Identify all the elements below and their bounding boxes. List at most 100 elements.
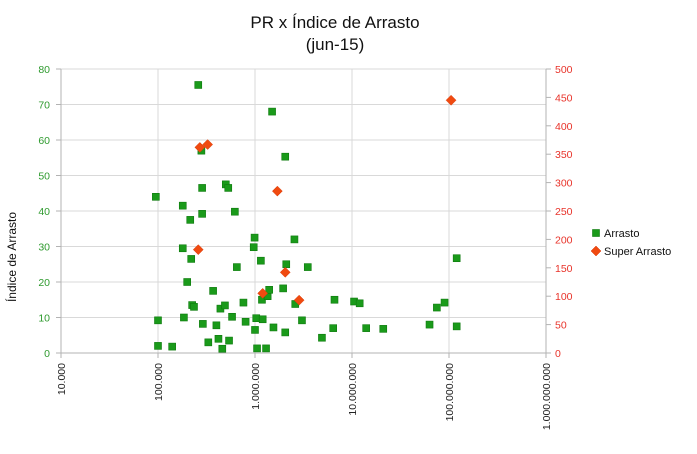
arrasto-point (187, 255, 196, 263)
super-arrasto-point (257, 288, 269, 299)
legend: Arrasto Super Arrasto (590, 228, 671, 258)
arrasto-point (279, 284, 287, 293)
y-right-tick-label: 250 (555, 206, 573, 218)
y-right-tick-label: 0 (555, 348, 561, 360)
arrasto-point (440, 298, 449, 307)
arrasto-point (452, 322, 461, 331)
super-arrasto-point (192, 244, 204, 255)
y-left-tick-label: 60 (38, 135, 50, 147)
arrasto-point (241, 317, 250, 326)
chart-subtitle: (jun-15) (306, 35, 365, 54)
arrasto-point (433, 303, 441, 312)
arrasto-point (268, 107, 276, 116)
y-right-tick-label: 100 (555, 291, 573, 303)
arrasto-point (180, 313, 188, 322)
arrasto-point (218, 344, 227, 353)
x-tick-label: 1.000.000.000 (541, 363, 553, 430)
arrasto-point (204, 338, 213, 347)
arrasto-point (303, 263, 312, 271)
arrasto-point (224, 184, 233, 192)
x-tick-label: 100.000.000 (444, 363, 456, 422)
arrasto-point (154, 342, 162, 350)
super-arrasto-point (293, 294, 305, 306)
super-arrasto-point (279, 266, 291, 278)
arrasto-point (198, 210, 206, 218)
y-left-tick-label: 10 (38, 313, 50, 325)
y-left-tick-label: 50 (38, 171, 50, 183)
arrasto-point (329, 324, 337, 332)
arrasto-point (362, 324, 370, 332)
arrasto-point (168, 342, 176, 351)
x-tick-label: 10.000.000 (347, 363, 359, 416)
tick-labels: 0 10 20 30 40 50 60 70 80 10.000 100.000 1.000.000 1… (38, 64, 572, 430)
y-left-tick-label: 30 (38, 242, 50, 254)
arrasto-point (452, 254, 461, 263)
y-left-tick-label: 70 (38, 100, 50, 112)
y-left-tick-label: 40 (38, 206, 50, 218)
arrasto-point (154, 316, 162, 325)
arrasto-point (269, 323, 278, 332)
arrasto-point (265, 286, 273, 294)
arrasto-point (425, 320, 434, 329)
arrasto-point (178, 244, 187, 253)
arrasto-point (228, 312, 236, 321)
arrasto-point (199, 320, 207, 328)
arrasto-point (190, 303, 198, 311)
y-left-tick-label: 20 (38, 277, 50, 289)
arrasto-point (251, 326, 259, 334)
y-right-tick-label: 450 (555, 92, 573, 104)
arrasto-point (152, 193, 160, 201)
arrasto-point (231, 207, 239, 216)
y-right-tick-label: 300 (555, 178, 573, 190)
legend-marker-arrasto (592, 229, 600, 237)
y-right-tick-label: 50 (555, 320, 567, 332)
super-arrasto-point (194, 142, 206, 153)
legend-label: Arrasto (604, 228, 639, 240)
super-arrasto-point (202, 139, 214, 150)
super-arrasto-point (272, 185, 283, 197)
arrasto-point (250, 233, 259, 242)
arrasto-point (298, 316, 306, 325)
y-right-tick-label: 400 (555, 121, 573, 133)
arrasto-point (221, 301, 229, 310)
arrasto-point (194, 81, 203, 89)
arrasto-point (214, 334, 223, 343)
arrasto-point (330, 295, 339, 304)
arrasto-point (252, 314, 261, 323)
super-arrasto-point (445, 94, 457, 106)
legend-marker-super-arrasto (590, 245, 602, 257)
arrasto-point (225, 336, 233, 345)
arrasto-point (253, 344, 261, 353)
grid-lines (60, 68, 547, 354)
chart-title: PR x Índice de Arrasto (250, 13, 419, 32)
y-axis-title: Índice de Arrasto (4, 212, 19, 302)
arrasto-point (282, 260, 291, 269)
x-tick-label: 100.000 (153, 363, 165, 401)
axes (56, 68, 551, 358)
arrasto-point (290, 235, 299, 244)
x-tick-label: 1.000.000 (250, 363, 262, 410)
arrasto-point (379, 325, 388, 333)
arrasto-point (198, 184, 206, 192)
arrasto-point (281, 328, 290, 337)
data-points (152, 81, 461, 353)
arrasto-point (212, 321, 221, 330)
arrasto-point (233, 263, 241, 271)
arrasto-point (281, 152, 290, 161)
y-left-tick-label: 80 (38, 64, 50, 76)
y-left-tick-label: 0 (44, 348, 50, 360)
y-right-tick-label: 150 (555, 263, 573, 275)
arrasto-point (209, 287, 217, 295)
arrasto-point (258, 315, 267, 324)
x-tick-label: 10.000 (56, 363, 68, 395)
arrasto-point (186, 216, 195, 224)
legend-label: Super Arrasto (604, 246, 671, 258)
arrasto-point (249, 243, 258, 252)
arrasto-point (262, 344, 270, 353)
arrasto-point (318, 333, 326, 342)
y-right-tick-label: 200 (555, 234, 573, 246)
arrasto-point (257, 256, 265, 265)
arrasto-point (183, 278, 191, 286)
